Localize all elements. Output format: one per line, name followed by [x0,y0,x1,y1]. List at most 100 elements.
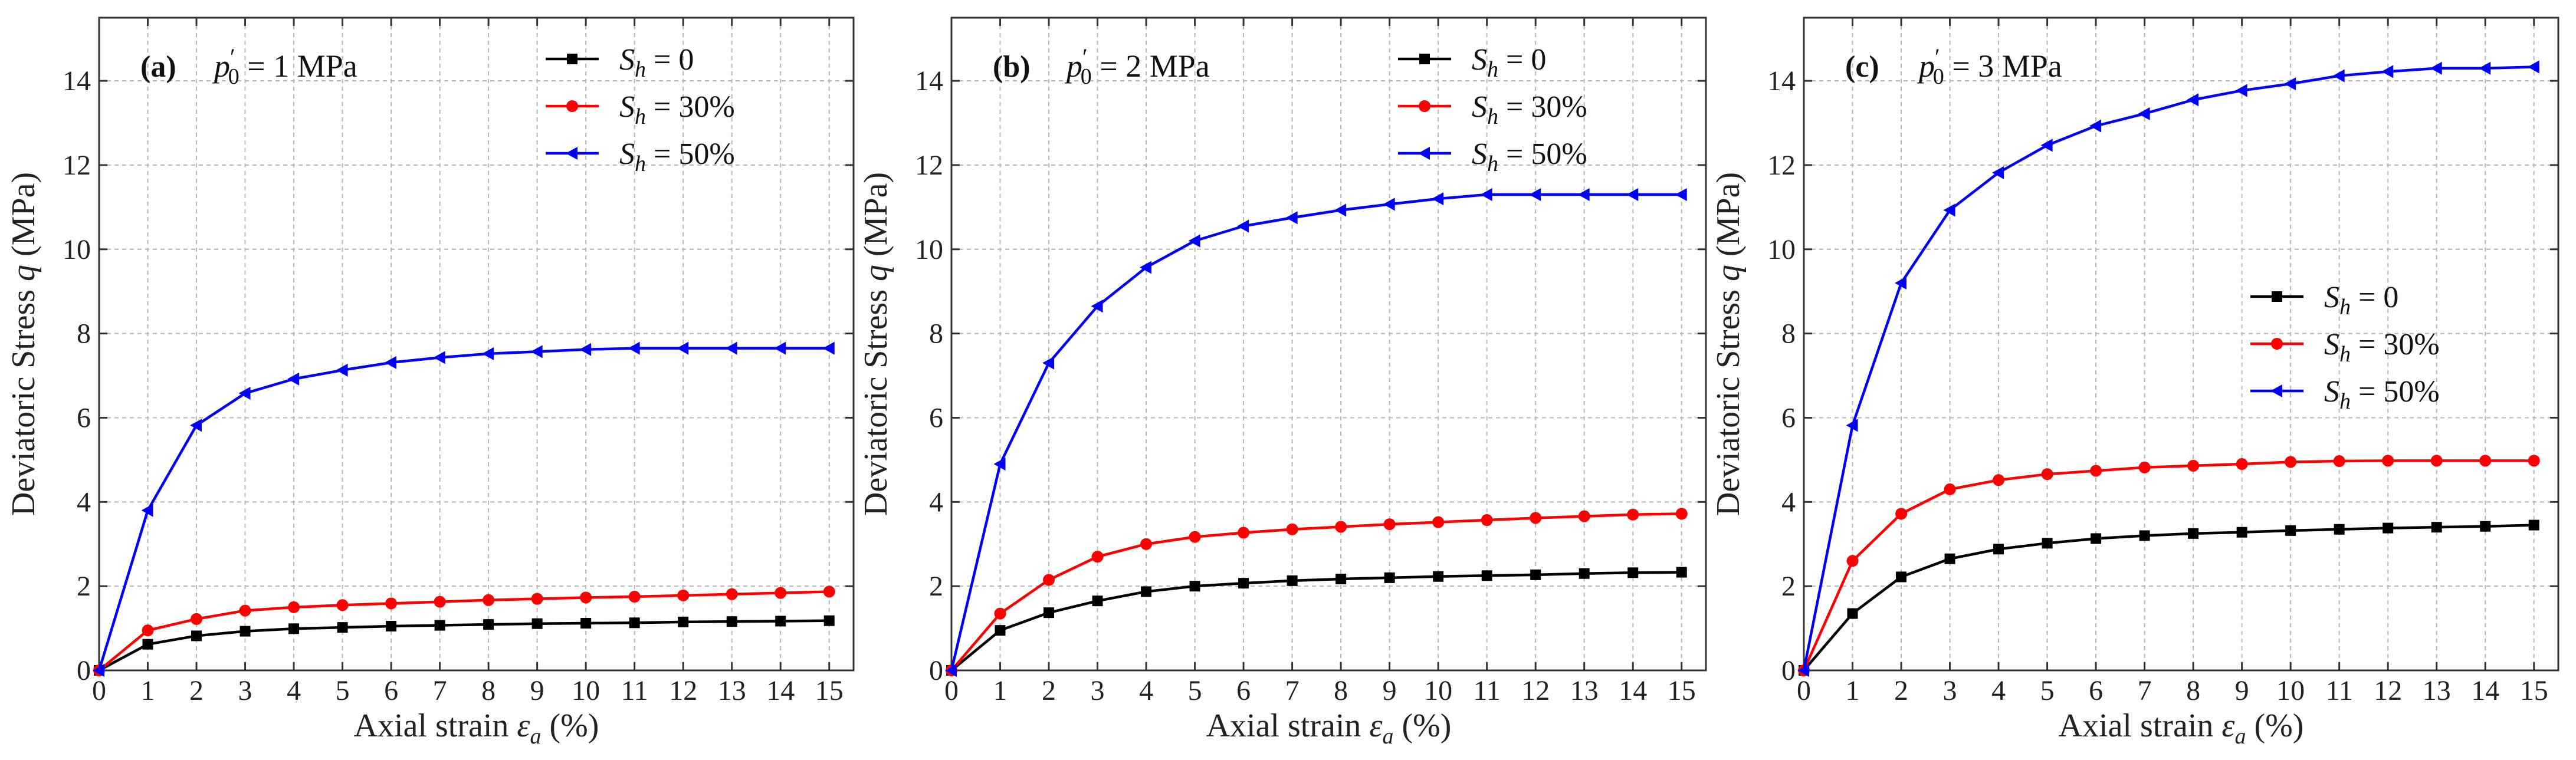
data-point [1992,166,2004,179]
y-tick-label: 12 [1767,150,1796,181]
x-tick-label: 15 [1668,675,1696,706]
y-tick-label: 4 [1781,486,1796,518]
data-point [1238,578,1249,589]
series-sh-0 [946,567,1687,676]
data-point [822,341,835,355]
data-point [2334,524,2345,535]
data-point [1433,571,1444,582]
y-tick-label: 12 [915,150,943,181]
legend-marker [567,54,577,64]
y-tick-label: 8 [77,318,91,350]
series-sh-30- [1798,455,2540,676]
data-point [2138,461,2151,473]
data-point [2041,468,2053,481]
series-line [950,193,1682,671]
data-point [1238,527,1250,539]
data-point [1188,234,1200,248]
x-tick-label: 0 [92,675,106,706]
data-point [239,604,251,617]
x-tick-label: 11 [621,675,648,706]
data-point [1043,574,1055,586]
series-sh-50- [93,341,835,677]
data-point [1092,596,1103,607]
x-tick-label: 2 [1894,675,1908,706]
x-tick-label: 7 [1285,675,1300,706]
y-tick-label: 10 [915,234,943,265]
data-point [2381,65,2394,78]
data-point [1335,521,1347,533]
x-axis-title: Axial strain εa (%) [354,708,599,749]
x-tick-label: 8 [481,675,495,706]
data-point [1042,356,1055,370]
y-tick-label: 2 [929,571,943,602]
data-point [726,588,738,600]
data-point [2188,528,2199,539]
panel-label: (b) [993,50,1031,84]
data-point [531,618,543,629]
data-point [1383,518,1396,531]
legend-entry-label: Sh = 0 [619,43,694,82]
x-tick-label: 5 [336,675,350,706]
x-tick-label: 13 [2423,675,2451,706]
data-point [1895,508,1908,520]
data-point [2089,119,2102,133]
y-tick-label: 4 [929,486,943,518]
data-point [629,617,640,629]
data-point [1141,586,1152,597]
series-line [98,590,829,672]
data-point [434,596,446,608]
x-tick-label: 10 [572,675,600,706]
y-tick-label: 6 [1781,402,1796,433]
x-tick-label: 4 [1991,675,2006,706]
data-point [2430,61,2442,75]
data-point [1530,569,1541,580]
data-point [1676,567,1687,578]
x-tick-label: 3 [238,675,252,706]
x-tick-label: 0 [944,675,959,706]
x-tick-label: 5 [1188,675,1202,706]
confining-pressure-label: p′ 0 = 3 MPa [1917,44,2062,89]
plot-frame [950,17,1707,672]
data-point [1189,581,1200,592]
x-tick-label: 6 [384,675,398,706]
y-tick-label: 6 [929,402,943,433]
data-point [1530,512,1542,524]
data-point [1846,555,1859,567]
legend-entry-label: Sh = 50% [2324,375,2440,414]
legend-marker [566,147,577,160]
data-point [1286,523,1298,535]
data-point [1675,508,1688,520]
data-point [2382,455,2394,467]
data-point [1091,551,1104,563]
x-tick-label: 13 [718,675,746,706]
x-tick-label: 2 [1042,675,1056,706]
data-point [2527,60,2539,74]
data-point [531,593,543,605]
data-point [677,589,690,601]
data-point [336,363,348,377]
data-point [1847,608,1858,619]
series-line [97,347,829,671]
data-point [775,616,786,627]
y-tick-label: 14 [915,65,943,97]
data-point [238,387,251,400]
data-point [2333,455,2345,468]
x-tick-label: 13 [1570,675,1599,706]
data-point [2284,77,2296,91]
data-point [2431,522,2442,533]
y-tick-label: 2 [77,571,91,602]
data-point [1285,211,1298,225]
data-point [385,597,398,610]
data-point [1896,571,1907,583]
data-point [2236,458,2248,471]
x-tick-label: 8 [2186,675,2200,706]
legend: Sh = 0 Sh = 30% Sh = 50% [546,43,735,176]
data-point [483,619,494,630]
data-point [2187,459,2200,472]
data-point [2187,93,2199,107]
data-point [628,591,641,603]
x-tick-label: 14 [766,675,795,706]
data-point [628,341,640,355]
